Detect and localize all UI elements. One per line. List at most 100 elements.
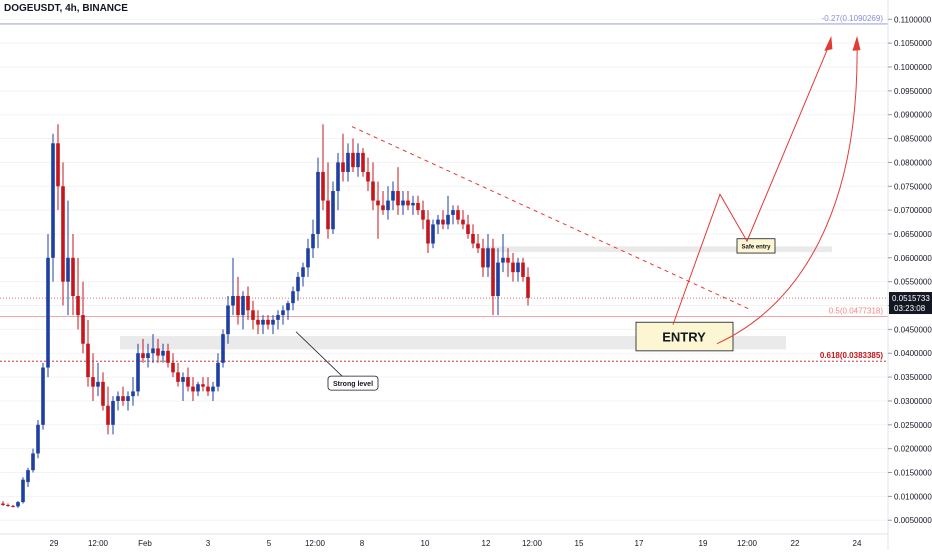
candle-body xyxy=(281,310,285,316)
candle-body xyxy=(356,152,360,168)
candle-body xyxy=(461,219,465,225)
x-tick-label: 5 xyxy=(267,539,272,548)
entry-label: ENTRY xyxy=(662,330,706,345)
x-tick-label: 12:00 xyxy=(522,539,543,548)
candle-body xyxy=(516,262,520,273)
candle-body xyxy=(111,400,115,425)
candle-body xyxy=(66,257,70,282)
y-tick-label: 0.0650000 xyxy=(894,230,932,239)
candle-body xyxy=(306,248,310,268)
candles xyxy=(1,124,530,508)
candle-body xyxy=(101,381,105,406)
candle-body xyxy=(241,295,245,316)
candle-body xyxy=(76,295,80,316)
candle-body xyxy=(156,348,160,356)
y-tick-label: 0.0600000 xyxy=(894,254,932,263)
x-tick-label: 3 xyxy=(206,539,211,548)
candle-body xyxy=(81,315,85,344)
candle-body xyxy=(166,350,170,363)
candle-body xyxy=(316,171,320,234)
candle-body xyxy=(521,262,525,277)
candle-body xyxy=(41,367,45,425)
candle-body xyxy=(506,257,510,263)
candle-body xyxy=(16,502,20,507)
candle-body xyxy=(96,381,100,387)
countdown-label: 03:23:08 xyxy=(894,304,926,313)
y-tick-label: 0.1050000 xyxy=(894,39,932,48)
candle-body xyxy=(206,386,210,392)
candle-body xyxy=(301,267,305,277)
candle-body xyxy=(116,396,120,401)
y-tick-label: 0.0300000 xyxy=(894,397,932,406)
zones xyxy=(120,246,832,350)
candle-body xyxy=(456,210,460,220)
x-axis: 29 12:00 Feb 3 5 12:00 8 10 12 12:00 15 17 19 12:00 22… xyxy=(0,533,888,548)
candle-body xyxy=(271,319,275,325)
candle-body xyxy=(296,276,300,292)
candle-body xyxy=(61,186,65,282)
candle-body xyxy=(366,171,370,182)
y-tick-label: 0.0450000 xyxy=(894,325,932,334)
candle-body xyxy=(71,257,75,296)
candle-body xyxy=(46,257,50,368)
x-tick-label: 17 xyxy=(635,539,644,548)
candle-body xyxy=(326,200,330,230)
y-tick-label: 0.0550000 xyxy=(894,278,932,287)
y-tick-label: 0.0100000 xyxy=(894,492,932,501)
y-tick-label: 0.0700000 xyxy=(894,206,932,215)
candle-body xyxy=(426,219,430,244)
candle-body xyxy=(266,319,270,325)
candle-body xyxy=(86,343,90,378)
chart-title: DOGEUSDT, 4h, BINANCE xyxy=(4,3,128,14)
projection-path xyxy=(672,40,832,325)
candle-body xyxy=(471,233,475,244)
candle-body xyxy=(126,396,130,401)
candle-body xyxy=(416,202,420,211)
candle-body xyxy=(236,295,240,316)
candle-body xyxy=(336,162,340,192)
x-tick-label: 12:00 xyxy=(305,539,326,548)
candle-body xyxy=(421,210,425,220)
candle-body xyxy=(496,262,500,296)
strong-level-box xyxy=(327,375,379,391)
candle-body xyxy=(276,315,280,320)
last-price-tag xyxy=(889,292,932,315)
candle-body xyxy=(286,303,290,311)
candle-body xyxy=(181,377,185,382)
candle-body xyxy=(466,224,470,234)
candle-body xyxy=(186,377,190,387)
x-tick-label: 19 xyxy=(699,539,708,548)
candle-body xyxy=(401,200,405,206)
candle-body xyxy=(11,505,15,507)
candle-body xyxy=(491,248,495,296)
candle-body xyxy=(291,291,295,304)
y-axis: 0.1100000 0.1050000 0.1000000 0.0950000 0.09… xyxy=(887,0,932,550)
strong-level-label: Strong level xyxy=(333,381,373,388)
candle-body xyxy=(261,319,265,325)
y-tick-label: 0.0250000 xyxy=(894,421,932,430)
y-tick-label: 0.0050000 xyxy=(894,516,932,525)
projection-curve-arrowhead xyxy=(852,35,861,51)
candle-body xyxy=(106,405,110,425)
fib-label: 0.5(0.0477318) xyxy=(829,306,884,315)
candle-body xyxy=(31,453,35,471)
y-tick-label: 0.0200000 xyxy=(894,445,932,454)
candle-body xyxy=(161,350,165,356)
resistance-zone xyxy=(485,246,832,253)
candle-body xyxy=(191,386,195,392)
candle-body xyxy=(341,162,345,172)
safe-entry-box xyxy=(736,238,776,254)
support-zone xyxy=(120,336,786,350)
y-tick-label: 0.0400000 xyxy=(894,349,932,358)
candle-body xyxy=(351,152,355,168)
candle-body xyxy=(321,171,325,201)
candle-body xyxy=(391,191,395,201)
candle-body xyxy=(231,295,235,306)
candle-body xyxy=(56,143,60,187)
y-tick-label: 0.0950000 xyxy=(894,87,932,96)
candle-body xyxy=(396,191,400,206)
y-tick-label: 0.0350000 xyxy=(894,373,932,382)
x-tick-label: 29 xyxy=(50,539,59,548)
